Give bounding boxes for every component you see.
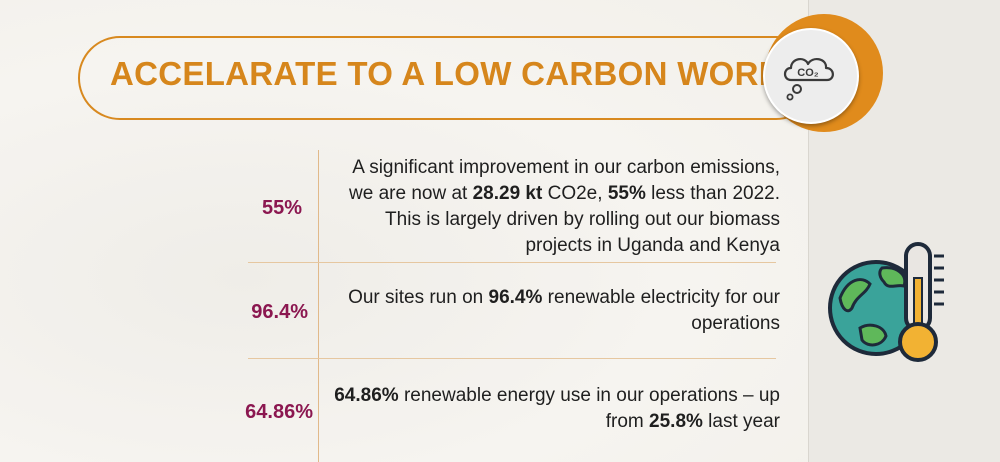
body-text: A significant improvement in our carbon … xyxy=(349,157,780,204)
stat-description-energy: 64.86% renewable energy use in our opera… xyxy=(330,383,780,435)
body-text: renewable energy use in our operations –… xyxy=(398,385,780,432)
stat-value-emissions: 55% xyxy=(261,197,302,219)
stat-description-electricity: Our sites run on 96.4% renewable electri… xyxy=(330,285,780,337)
body-text: Our sites run on xyxy=(348,287,489,308)
page-title: ACCELARATE TO A LOW CARBON WORLD xyxy=(110,55,804,92)
row-divider xyxy=(248,262,776,263)
highlight-text: 55% xyxy=(607,183,646,204)
body-text: CO2e, xyxy=(542,183,608,204)
highlight-text: 64.86% xyxy=(334,385,399,406)
stat-value-energy: 64.86% xyxy=(245,401,313,423)
vertical-divider xyxy=(318,150,319,462)
page-background xyxy=(0,0,808,462)
stat-value-electricity: 96.4% xyxy=(251,301,308,323)
highlight-text: 96.4% xyxy=(488,287,543,308)
row-divider xyxy=(248,358,776,359)
body-text: less than 2022. This is largely driven b… xyxy=(385,183,780,256)
highlight-text: 28.29 kt xyxy=(472,183,543,204)
highlight-text: 25.8% xyxy=(649,411,703,432)
globe-thermometer-icon xyxy=(826,238,956,373)
body-text: last year xyxy=(702,411,780,432)
body-text: renewable electricity for our operations xyxy=(542,287,780,334)
stat-description-emissions: A significant improvement in our carbon … xyxy=(330,155,780,259)
co2-label: CO₂ xyxy=(797,67,819,79)
co2-cloud-icon: CO₂ xyxy=(763,28,859,124)
